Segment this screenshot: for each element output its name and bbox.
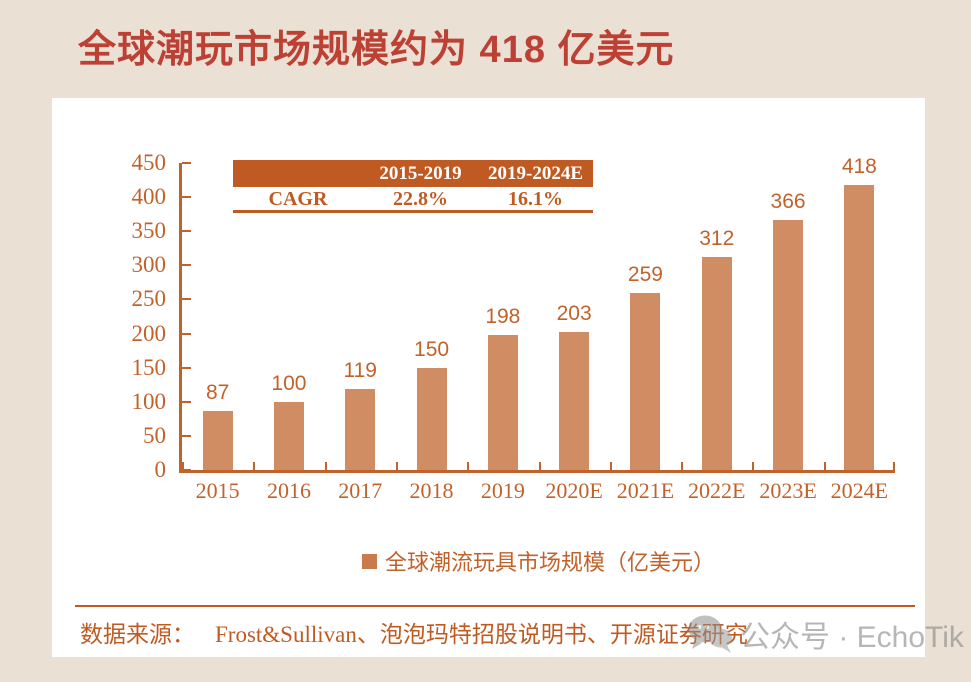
bar-2024E <box>844 184 875 470</box>
x-axis-tick <box>395 462 398 470</box>
x-axis-category-label: 2015 <box>195 478 240 503</box>
y-axis-tick-label: 0 <box>154 457 167 482</box>
bar-2018 <box>416 367 447 470</box>
bar-2023E <box>773 220 804 470</box>
x-axis-category-label: 2023E <box>759 478 817 503</box>
bar-value-label: 203 <box>556 301 592 325</box>
bar-2020E <box>559 331 590 470</box>
source-line: 数据来源： Frost&Sullivan、泡泡玛特招股说明书、开源证券研究 <box>80 615 910 649</box>
x-axis-category-label: 2016 <box>266 478 311 503</box>
y-axis-tick <box>182 332 191 335</box>
bar-2016 <box>273 401 304 470</box>
x-axis-category-label: 2018 <box>409 478 454 503</box>
y-axis-tick <box>182 264 191 267</box>
y-axis-tick <box>182 196 191 199</box>
bar-value-label: 418 <box>841 154 877 178</box>
x-axis-category-label: 2024E <box>830 478 889 503</box>
cagr-body-cell: 22.8% <box>393 188 448 210</box>
cagr-header-cell: 2015-2019 <box>379 163 462 184</box>
cagr-table: 2015-2019 2019-2024E CAGR 22.8% 16.1% <box>233 160 593 213</box>
y-axis-tick-label: 300 <box>131 252 167 278</box>
bar-2015 <box>202 410 233 470</box>
cagr-body-row: CAGR 22.8% 16.1% <box>233 187 593 213</box>
cagr-header-row: 2015-2019 2019-2024E <box>233 160 593 187</box>
bar-value-label: 150 <box>414 337 450 361</box>
y-axis-tick <box>182 469 191 471</box>
source-text: Frost&Sullivan、泡泡玛特招股说明书、开源证券研究 <box>215 622 748 647</box>
y-axis-tick-label: 400 <box>131 184 167 210</box>
bar-value-label: 366 <box>770 190 806 214</box>
x-axis-tick <box>467 462 470 470</box>
x-axis-line <box>179 470 895 473</box>
cagr-header-cell: 2019-2024E <box>488 163 583 184</box>
x-axis-category-label: 2022E <box>688 478 746 503</box>
x-axis-tick <box>681 462 684 470</box>
y-axis-tick <box>182 298 191 301</box>
y-axis-line <box>179 163 182 470</box>
x-axis-tick <box>823 462 826 470</box>
y-axis-tick <box>182 230 191 233</box>
y-axis-tick-label: 450 <box>131 150 167 175</box>
source-divider <box>75 605 915 607</box>
bar-value-label: 198 <box>485 304 521 328</box>
bar-2022E <box>701 257 732 470</box>
bar-2019 <box>487 334 518 470</box>
y-axis-tick-label: 150 <box>131 354 167 380</box>
y-axis-tick <box>182 400 191 403</box>
bar-value-label: 100 <box>271 371 307 395</box>
y-axis-tick-label: 350 <box>131 218 167 244</box>
y-axis-tick <box>182 434 191 437</box>
bar-2021E <box>630 293 661 470</box>
bar-value-label: 259 <box>627 263 663 287</box>
x-axis-category-label: 2021E <box>616 478 675 503</box>
x-axis-category-label: 2019 <box>480 478 525 503</box>
y-axis-tick <box>182 366 191 369</box>
x-axis-category-label: 2017 <box>338 478 383 503</box>
x-axis-tick <box>752 462 755 470</box>
x-axis-tick <box>893 462 895 470</box>
x-axis-tick <box>609 462 612 470</box>
y-axis-tick-label: 200 <box>131 320 167 346</box>
x-axis-tick <box>253 462 256 470</box>
x-axis-tick <box>324 462 327 470</box>
y-axis-tick <box>182 162 191 164</box>
legend: 全球潮流玩具市场规模（亿美元） <box>182 545 895 577</box>
y-axis-tick-label: 250 <box>131 286 167 312</box>
y-axis-tick-label: 50 <box>143 422 166 448</box>
cagr-body-cell: CAGR <box>268 188 328 210</box>
bar-2017 <box>345 388 376 470</box>
bar-value-label: 312 <box>699 227 735 251</box>
bar-value-label: 87 <box>205 380 230 404</box>
page-title: 全球潮玩市场规模约为 418 亿美元 <box>78 29 675 71</box>
chart-card: 450 400 350 300 250 200 150 100 50 0 87 2015 100 2016… <box>52 98 925 657</box>
x-axis-tick <box>182 462 184 470</box>
bar-chart: 450 400 350 300 250 200 150 100 50 0 87 2015 100 2016… <box>132 150 895 503</box>
source-label: 数据来源： <box>80 622 195 647</box>
bar-value-label: 119 <box>343 358 377 382</box>
legend-label: 全球潮流玩具市场规模（亿美元） <box>384 550 715 575</box>
cagr-header-cell <box>233 160 363 187</box>
x-axis-category-label: 2020E <box>545 478 603 503</box>
cagr-body-cell: 16.1% <box>508 188 563 210</box>
x-axis-tick <box>538 462 541 470</box>
y-axis-tick-label: 100 <box>131 388 167 414</box>
legend-swatch-icon <box>361 553 377 569</box>
